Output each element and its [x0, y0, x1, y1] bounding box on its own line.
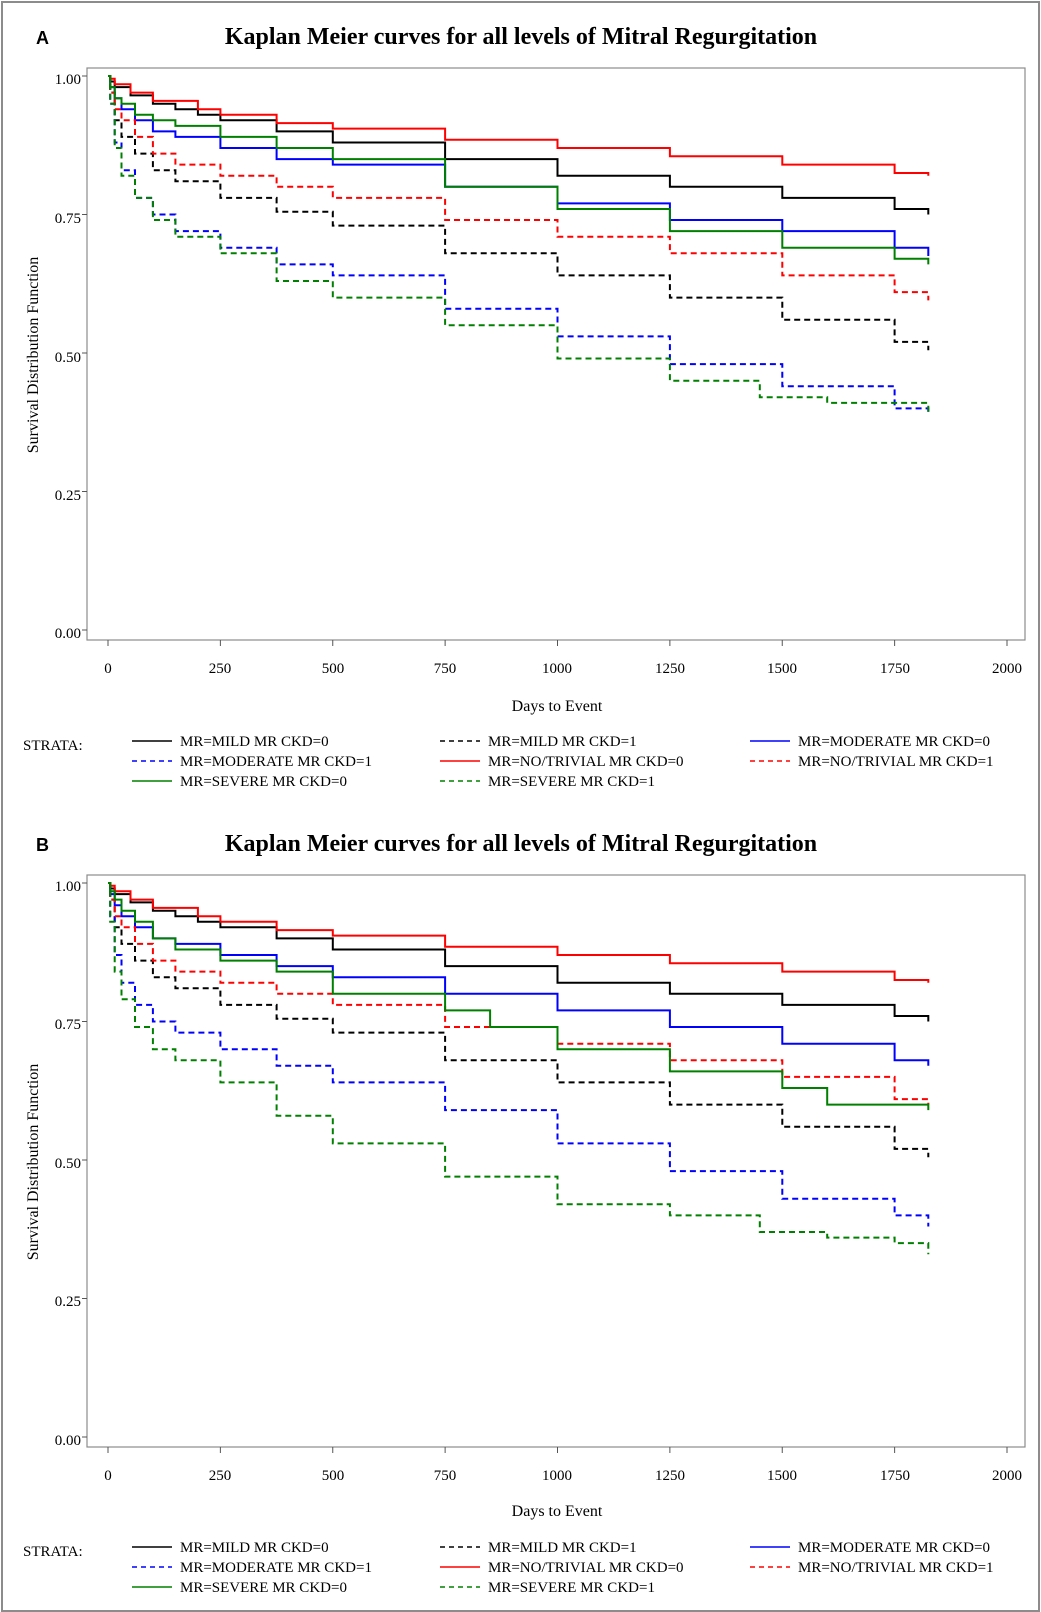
panel-b-legend-items: MR=MILD MR CKD=0 MR=MILD MR CKD=1 MR=MODER… [132, 1540, 994, 1596]
panel-b-xtick-label: 1000 [542, 1468, 572, 1484]
panel-a-series-line [108, 75, 930, 351]
panel-a-plot-frame [86, 67, 1026, 641]
panel-b-series [108, 882, 930, 1255]
panel-b-ytick-label: 0.00 [55, 1433, 81, 1449]
panel-a-legend-title: STRATA: [23, 738, 83, 754]
panel-a-x-ticks: 0 250 500 750 1000 1250 1500 1750 2000 [104, 661, 1022, 677]
panel-b-series-line [108, 882, 930, 1105]
panel-a-ytick-label: 0.75 [55, 211, 81, 227]
panel-a-y-axis-label: Survival Distribution Function [25, 257, 42, 453]
panel-a-xtick-label: 2000 [992, 661, 1022, 677]
panel-a-legend-items: MR=MILD MR CKD=0 MR=MILD MR CKD=1 MR=MODER… [132, 734, 994, 790]
legend-label: MR=NO/TRIVIAL MR CKD=0 [488, 754, 684, 770]
panel-a: A Kaplan Meier curves for all levels of … [23, 24, 1026, 790]
panel-a-series-line [108, 75, 930, 414]
legend-label: MR=MILD MR CKD=0 [180, 734, 329, 750]
panel-a-xtick-label: 1500 [767, 661, 797, 677]
legend-label: MR=MILD MR CKD=0 [180, 1540, 329, 1556]
panel-a-y-ticks: 1.00 0.75 0.50 0.25 0.00 [55, 72, 81, 642]
panel-a-ytick-label: 1.00 [55, 72, 81, 88]
panel-b-x-axis-label: Days to Event [512, 1503, 603, 1520]
panel-a-legend: STRATA: MR=MILD MR CKD=0 MR=MILD MR CKD=1… [23, 734, 994, 790]
panel-b-ytick-label: 0.25 [55, 1294, 81, 1310]
legend-label: MR=SEVERE MR CKD=1 [488, 774, 655, 790]
panel-a-series-line [108, 75, 930, 414]
panel-b-y-ticks: 1.00 0.75 0.50 0.25 0.00 [55, 879, 81, 1449]
panel-b-xtick-label: 2000 [992, 1468, 1022, 1484]
panel-a-xtick-label: 1000 [542, 661, 572, 677]
panel-b-xtick-label: 0 [104, 1468, 112, 1484]
panel-b-xtick-label: 750 [434, 1468, 457, 1484]
panel-a-xtick-label: 500 [322, 661, 345, 677]
panel-b-tick-marks [82, 882, 1008, 1453]
panel-a-series-line [108, 75, 930, 301]
panel-b-legend-title: STRATA: [23, 1544, 83, 1560]
panel-a-ytick-label: 0.50 [55, 350, 81, 366]
legend-label: MR=MODERATE MR CKD=1 [180, 1560, 372, 1576]
panel-a-series [108, 75, 930, 414]
legend-label: MR=SEVERE MR CKD=0 [180, 1580, 347, 1596]
legend-label: MR=MILD MR CKD=1 [488, 1540, 637, 1556]
panel-b-xtick-label: 1500 [767, 1468, 797, 1484]
legend-label: MR=MODERATE MR CKD=1 [180, 754, 372, 770]
legend-label: MR=NO/TRIVIAL MR CKD=0 [488, 1560, 684, 1576]
panel-b-xtick-label: 500 [322, 1468, 345, 1484]
panel-letter-b: B [36, 835, 49, 855]
panel-b: B Kaplan Meier curves for all levels of … [23, 831, 1026, 1596]
panel-b-series-line [108, 882, 930, 1158]
panel-a-series-line [108, 75, 930, 265]
legend-label: MR=SEVERE MR CKD=1 [488, 1580, 655, 1596]
panel-a-ytick-label: 0.00 [55, 626, 81, 642]
panel-b-series-line [108, 882, 930, 1255]
panel-b-series-line [108, 882, 930, 983]
panel-b-legend: STRATA: MR=MILD MR CKD=0 MR=MILD MR CKD=1… [23, 1540, 994, 1596]
panel-a-xtick-label: 1750 [880, 661, 910, 677]
panel-letter-a: A [36, 28, 49, 48]
panel-b-x-ticks: 0 250 500 750 1000 1250 1500 1750 2000 [104, 1468, 1022, 1484]
panel-a-x-axis-label: Days to Event [512, 698, 603, 715]
panel-a-tick-marks [82, 75, 1008, 646]
panel-a-xtick-label: 1250 [655, 661, 685, 677]
panel-a-xtick-label: 750 [434, 661, 457, 677]
panel-b-plot-frame [86, 874, 1026, 1448]
panel-b-y-axis-label: Survival Distribution Function [25, 1064, 42, 1260]
panel-a-xtick-label: 250 [209, 661, 232, 677]
legend-label: MR=NO/TRIVIAL MR CKD=1 [798, 1560, 994, 1576]
panel-b-xtick-label: 1750 [880, 1468, 910, 1484]
panel-b-series-line [108, 882, 930, 1111]
legend-label: MR=SEVERE MR CKD=0 [180, 774, 347, 790]
panel-a-series-line [108, 75, 930, 176]
legend-label: MR=MODERATE MR CKD=0 [798, 1540, 990, 1556]
legend-label: MR=MODERATE MR CKD=0 [798, 734, 990, 750]
panel-b-title: Kaplan Meier curves for all levels of Mi… [225, 831, 817, 857]
panel-a-ytick-label: 0.25 [55, 488, 81, 504]
legend-label: MR=MILD MR CKD=1 [488, 734, 637, 750]
panel-b-xtick-label: 250 [209, 1468, 232, 1484]
panel-b-xtick-label: 1250 [655, 1468, 685, 1484]
panel-a-xtick-label: 0 [104, 661, 112, 677]
panel-a-title: Kaplan Meier curves for all levels of Mi… [225, 24, 817, 50]
panel-b-ytick-label: 1.00 [55, 879, 81, 895]
panel-b-ytick-label: 0.75 [55, 1017, 81, 1033]
legend-label: MR=NO/TRIVIAL MR CKD=1 [798, 754, 994, 770]
panel-b-ytick-label: 0.50 [55, 1156, 81, 1172]
panel-b-series-line [108, 882, 930, 1227]
